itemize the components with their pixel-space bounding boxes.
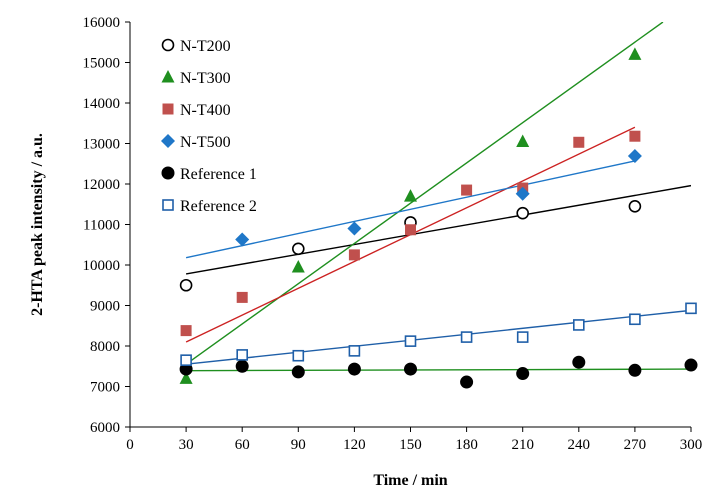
data-point-reference-2 (404, 335, 417, 347)
legend-label-n-t400: N-T400 (180, 102, 231, 119)
legend-item-reference-1: Reference 1 (161, 166, 257, 183)
data-point-reference-2 (236, 349, 248, 361)
series-n-t400 (180, 130, 641, 337)
x-tick-label: 90 (291, 437, 306, 453)
trend-lines (185, 22, 691, 372)
data-point-reference-2 (629, 313, 641, 326)
data-point-reference-1 (404, 362, 417, 376)
x-tick-label: 180 (455, 437, 478, 453)
data-points (179, 47, 698, 389)
data-point-reference-2 (516, 331, 529, 343)
legend-marker-n-t200 (161, 38, 175, 52)
y-tick-label: 6000 (90, 420, 120, 436)
data-point-n-t400 (405, 224, 416, 236)
data-point-n-t500 (235, 232, 250, 247)
data-point-n-t500 (627, 149, 642, 164)
legend-item-n-t500: N-T500 (161, 134, 231, 151)
x-tick-label: 60 (235, 437, 250, 453)
y-tick-label: 9000 (90, 299, 120, 315)
x-tick-label: 300 (680, 437, 703, 453)
data-point-reference-1 (347, 362, 361, 376)
data-point-reference-2 (685, 302, 697, 315)
y-tick-label: 11000 (83, 218, 120, 234)
data-point-reference-2 (348, 345, 361, 357)
legend-label-n-t200: N-T200 (180, 38, 231, 55)
data-point-reference-1 (628, 363, 642, 377)
series-n-t300 (179, 47, 642, 384)
x-tick-label: 150 (399, 437, 422, 453)
x-tick-label: 240 (568, 437, 591, 453)
trend-line-reference-2 (186, 309, 691, 365)
data-point-n-t400 (348, 249, 360, 261)
y-tick-label: 8000 (90, 339, 120, 355)
data-point-reference-2 (292, 349, 305, 362)
data-point-n-t400 (180, 325, 192, 337)
y-tick-label: 14000 (83, 96, 121, 112)
data-point-reference-1 (572, 355, 586, 369)
trend-line-n-t500 (185, 160, 636, 259)
legend-item-reference-2: Reference 2 (162, 198, 257, 215)
data-point-n-t400 (629, 130, 641, 142)
y-axis-title: 2-HTA peak intensity / a.u. (29, 133, 46, 316)
legend-label-n-t500: N-T500 (180, 134, 231, 151)
data-point-n-t200 (516, 206, 530, 220)
data-point-reference-1 (516, 367, 530, 381)
legend-item-n-t200: N-T200 (161, 38, 231, 55)
legend-label-reference-1: Reference 1 (180, 166, 257, 183)
x-tick-label: 30 (179, 437, 194, 453)
data-point-reference-2 (572, 319, 585, 331)
data-point-n-t400 (461, 184, 473, 196)
data-point-reference-1 (291, 365, 305, 379)
legend-marker-n-t500 (161, 134, 175, 148)
data-point-n-t300 (628, 47, 642, 60)
data-point-n-t500 (347, 221, 362, 236)
data-point-n-t200 (291, 242, 305, 256)
legend-item-n-t300: N-T300 (161, 70, 231, 87)
data-point-reference-1 (235, 359, 249, 373)
axes (125, 21, 692, 432)
legend-marker-reference-2 (162, 199, 174, 211)
data-point-reference-2 (460, 331, 473, 343)
data-point-n-t300 (516, 134, 530, 147)
legend-marker-n-t300 (161, 70, 175, 83)
data-point-reference-1 (460, 375, 474, 389)
y-tick-label: 7000 (90, 380, 120, 396)
legend-item-n-t400: N-T400 (162, 102, 231, 119)
legend: N-T200 N-T300 N-T400 N-T500 Reference 1 Refer… (161, 38, 257, 215)
x-tick-label: 210 (511, 437, 534, 453)
data-point-reference-1 (684, 358, 698, 372)
trend-line-n-t200 (185, 184, 691, 275)
data-point-n-t500 (515, 186, 530, 201)
tick-labels: 0 30 60 90 120 150 180 210 240 270 300 6000 7000 8000… (83, 15, 703, 453)
legend-label-n-t300: N-T300 (180, 70, 231, 87)
legend-marker-reference-1 (161, 166, 175, 180)
y-tick-label: 15000 (83, 56, 121, 72)
legend-marker-n-t400 (162, 103, 174, 115)
y-tick-label: 12000 (83, 177, 121, 193)
x-tick-label: 120 (343, 437, 366, 453)
legend-label-reference-2: Reference 2 (180, 198, 257, 215)
data-point-n-t300 (291, 260, 305, 273)
data-point-n-t300 (179, 371, 193, 384)
series-reference-2 (180, 302, 697, 366)
y-tick-label: 13000 (83, 137, 121, 153)
data-point-reference-2 (180, 354, 192, 366)
x-axis-title: Time / min (373, 472, 447, 489)
series-reference-1 (179, 355, 698, 389)
data-point-n-t400 (573, 136, 585, 148)
data-point-n-t400 (236, 291, 248, 303)
data-point-n-t200 (179, 278, 193, 292)
x-tick-label: 270 (624, 437, 647, 453)
data-point-n-t300 (404, 189, 417, 202)
data-point-n-t200 (628, 199, 642, 213)
trend-line-reference-1 (186, 368, 691, 372)
x-tick-label: 0 (126, 437, 134, 453)
trend-line-n-t300 (185, 22, 664, 365)
y-tick-label: 10000 (83, 258, 121, 274)
y-tick-label: 16000 (83, 15, 121, 31)
series-n-t500 (235, 149, 642, 247)
